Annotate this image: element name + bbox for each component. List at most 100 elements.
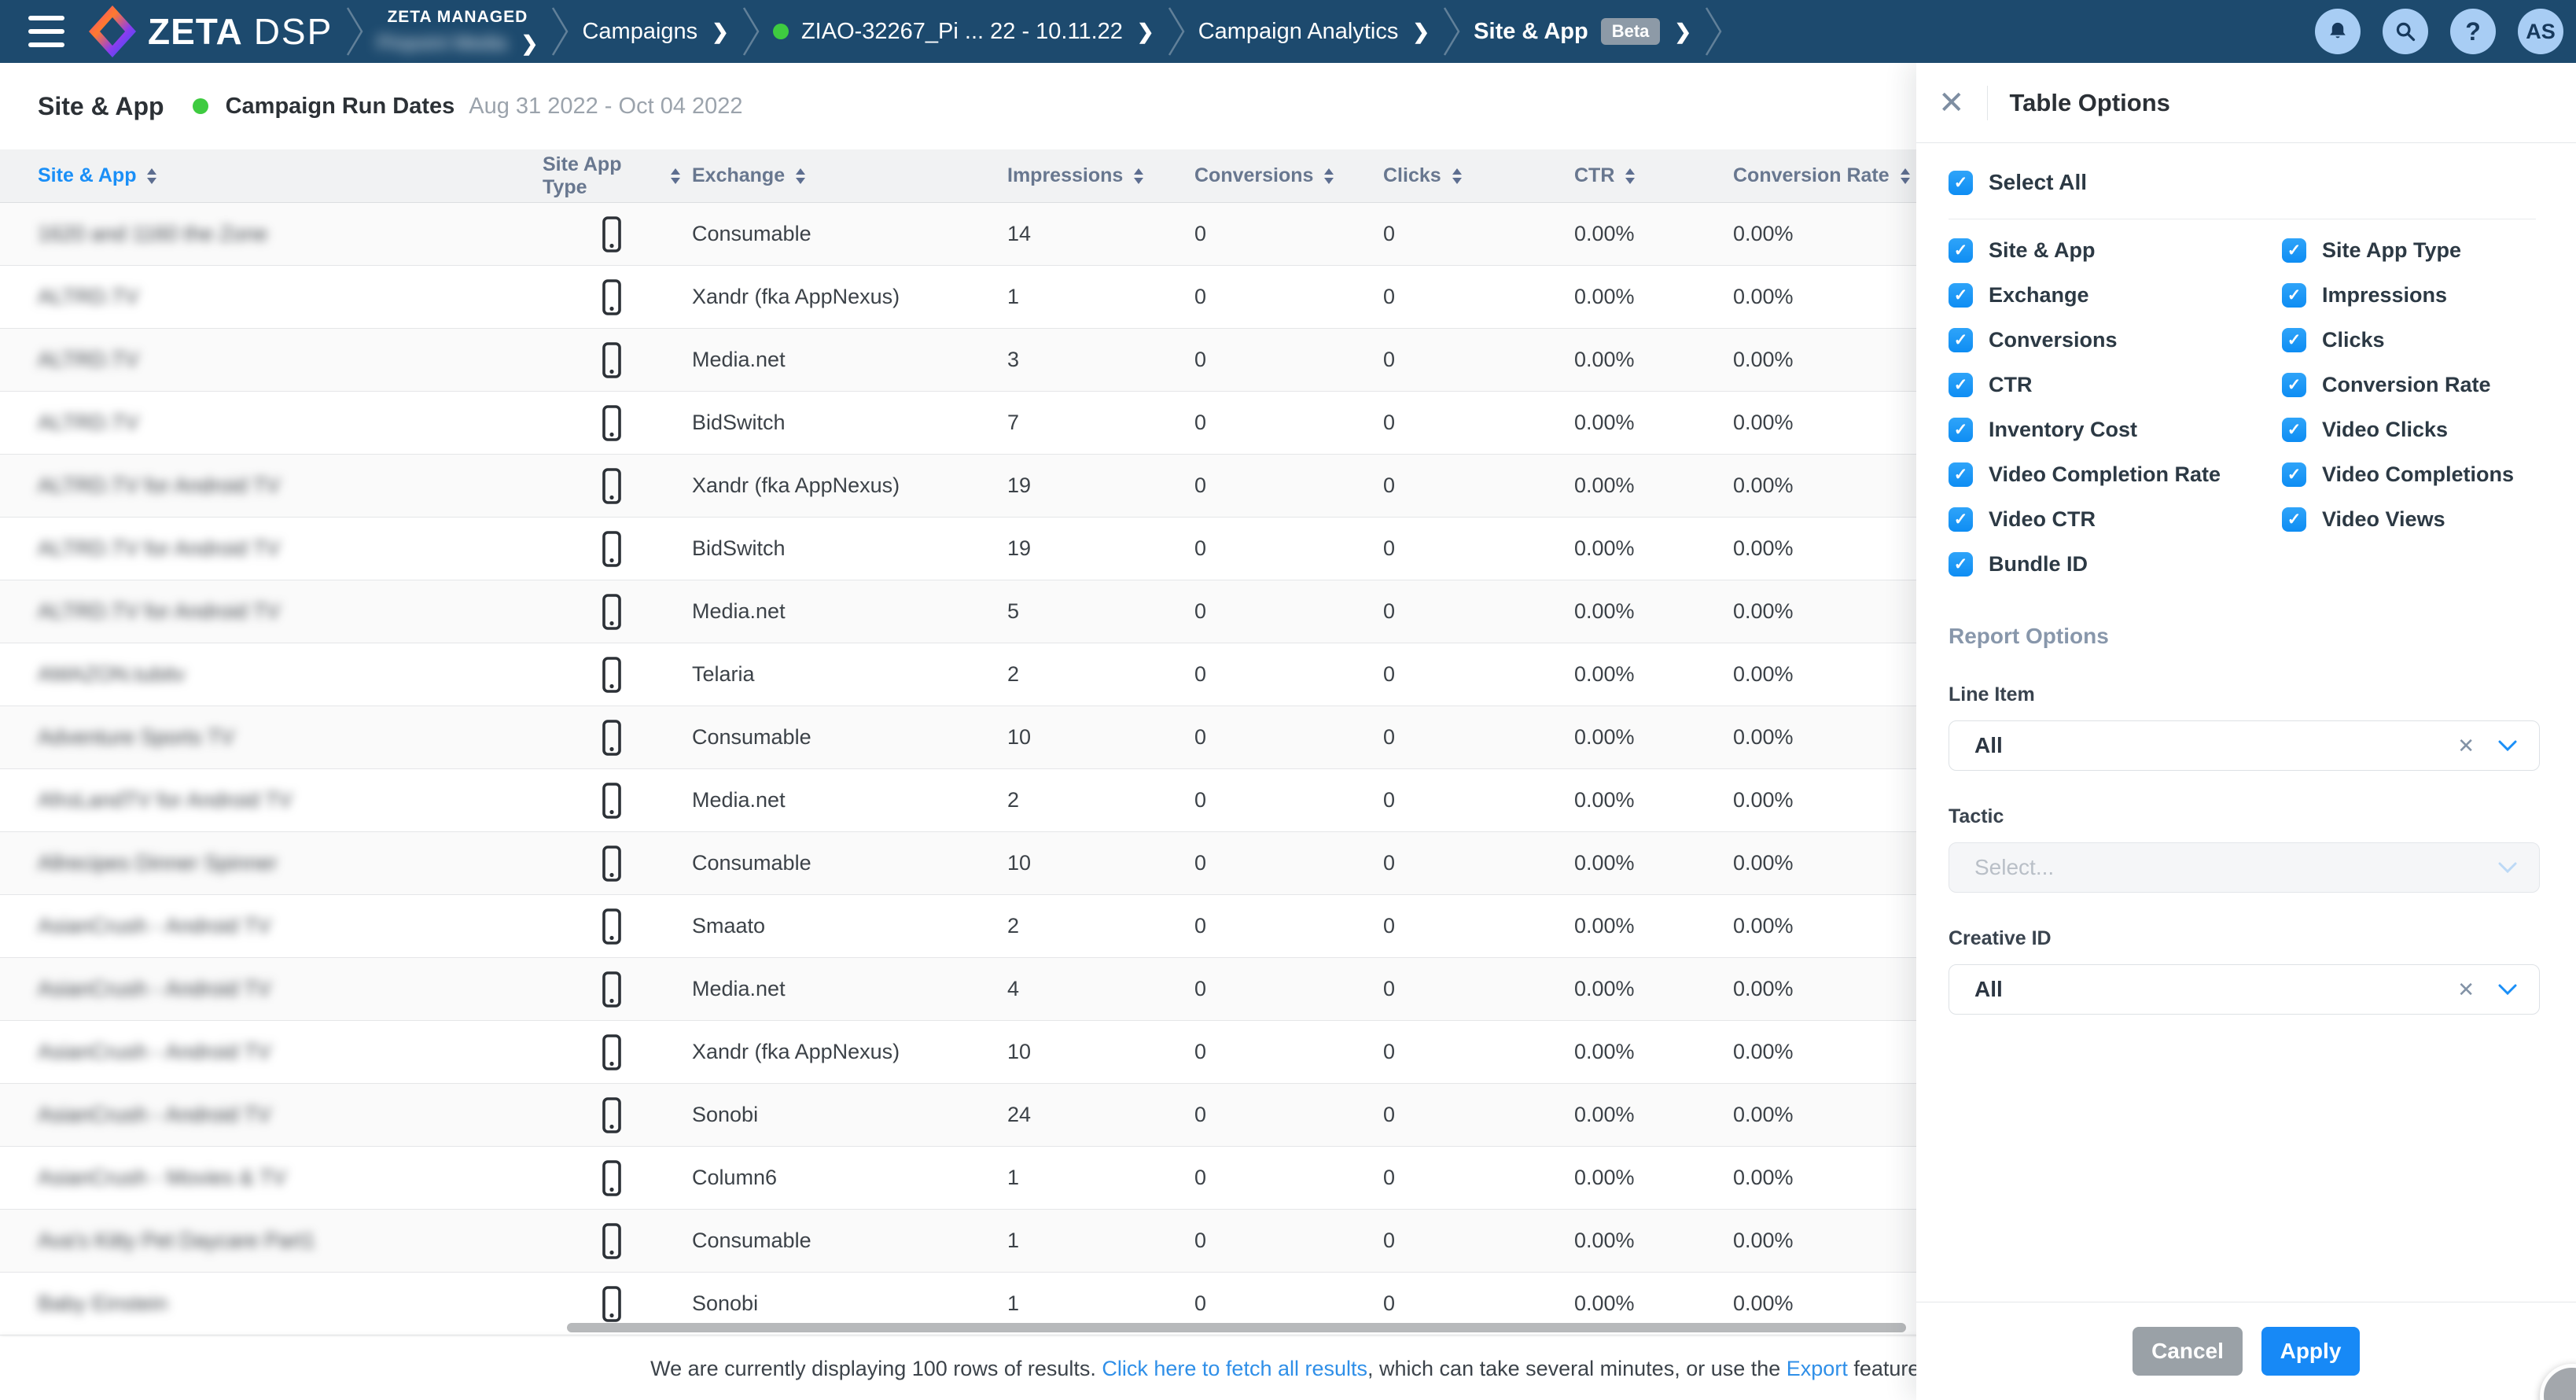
- chevron-right-icon[interactable]: ❯: [1137, 20, 1154, 44]
- column-checkbox[interactable]: ✓ Site App Type: [2282, 238, 2540, 263]
- ctr-cell: 0.00%: [1574, 725, 1733, 750]
- search-button[interactable]: [2383, 9, 2428, 54]
- fetch-all-results-link[interactable]: Click here to fetch all results: [1102, 1357, 1367, 1380]
- cancel-button[interactable]: Cancel: [2133, 1327, 2243, 1376]
- column-checkbox[interactable]: ✓ Bundle ID: [1949, 552, 2282, 577]
- close-icon[interactable]: ✕: [1938, 87, 1965, 119]
- horizontal-scrollbar[interactable]: [567, 1323, 1906, 1332]
- mobile-device-icon: [602, 1222, 622, 1260]
- tactic-label: Tactic: [1949, 805, 2540, 828]
- zeta-dsp-logo[interactable]: ZETA DSP: [88, 5, 333, 58]
- column-checkbox[interactable]: ✓ Video Completions: [2282, 462, 2540, 487]
- panel-footer: Cancel Apply: [1916, 1302, 2576, 1400]
- chevron-down-icon[interactable]: [2498, 862, 2517, 873]
- column-checkbox[interactable]: ✓ Conversion Rate: [2282, 373, 2540, 397]
- site-name-blurred: ALTRD.TV: [38, 348, 139, 371]
- chevron-right-icon[interactable]: ❯: [1412, 20, 1430, 44]
- column-checkbox[interactable]: ✓ Impressions: [2282, 283, 2540, 308]
- clear-icon[interactable]: ✕: [2457, 734, 2475, 758]
- clear-icon[interactable]: ✕: [2457, 978, 2475, 1002]
- column-checkbox[interactable]: ✓ Site & App: [1949, 238, 2282, 263]
- select-all-checkbox[interactable]: ✓ Select All: [1949, 170, 2540, 195]
- notifications-button[interactable]: [2315, 9, 2361, 54]
- chevron-right-icon[interactable]: ❯: [1674, 20, 1691, 44]
- line-item-select[interactable]: All ✕: [1949, 720, 2540, 771]
- checkbox-checked-icon[interactable]: ✓: [1949, 373, 1973, 397]
- site-name-blurred: AfroLandTV for Android TV: [38, 788, 293, 812]
- breadcrumb-campaign-analytics[interactable]: Campaign Analytics ❯: [1198, 19, 1430, 45]
- line-item-field: Line Item All ✕: [1949, 683, 2540, 771]
- chevron-right-icon[interactable]: ❯: [521, 31, 539, 56]
- brand-dsp: DSP: [254, 10, 333, 53]
- exchange-cell: Media.net: [680, 977, 1007, 1001]
- checkbox-checked-icon[interactable]: ✓: [1949, 238, 1973, 263]
- panel-title: Table Options: [2010, 89, 2170, 117]
- checkbox-checked-icon[interactable]: ✓: [1949, 462, 1973, 487]
- checkbox-checked-icon[interactable]: ✓: [1949, 418, 1973, 442]
- column-checkbox[interactable]: ✓ CTR: [1949, 373, 2282, 397]
- breadcrumb-campaigns[interactable]: Campaigns ❯: [582, 19, 728, 45]
- breadcrumb-campaign[interactable]: ZIAO-32267_Pi ... 22 - 10.11.22 ❯: [773, 19, 1154, 45]
- checkbox-checked-icon[interactable]: ✓: [1949, 552, 1973, 577]
- column-checkbox[interactable]: ✓ Video Views: [2282, 507, 2540, 532]
- checkbox-checked-icon[interactable]: ✓: [1949, 283, 1973, 308]
- column-checkbox[interactable]: ✓ Exchange: [1949, 283, 2282, 308]
- hamburger-menu-icon[interactable]: [28, 16, 64, 47]
- checkbox-checked-icon[interactable]: ✓: [1949, 328, 1973, 352]
- column-header-conversions[interactable]: Conversions: [1194, 164, 1383, 187]
- breadcrumb-separator-icon: [1442, 6, 1461, 57]
- checkbox-checked-icon[interactable]: ✓: [1949, 171, 1973, 195]
- column-header-clicks[interactable]: Clicks: [1383, 164, 1574, 187]
- column-header-site-app-type[interactable]: Site App Type: [543, 153, 680, 199]
- impressions-cell: 4: [1007, 977, 1194, 1001]
- mobile-device-icon: [602, 656, 622, 694]
- checkbox-checked-icon[interactable]: ✓: [2282, 418, 2306, 442]
- column-checkbox[interactable]: ✓ Video Completion Rate: [1949, 462, 2282, 487]
- column-checkbox[interactable]: ✓ Inventory Cost: [1949, 418, 2282, 442]
- exchange-cell: Consumable: [680, 725, 1007, 750]
- tactic-field: Tactic Select...: [1949, 805, 2540, 893]
- checkbox-checked-icon[interactable]: ✓: [2282, 238, 2306, 263]
- breadcrumb-site-and-app[interactable]: Site & App Beta ❯: [1474, 18, 1691, 45]
- clicks-cell: 0: [1383, 348, 1574, 372]
- mobile-device-icon: [602, 530, 622, 568]
- conversions-cell: 0: [1194, 1229, 1383, 1253]
- column-header-impressions[interactable]: Impressions: [1007, 164, 1194, 187]
- column-header-ctr[interactable]: CTR: [1574, 164, 1733, 187]
- ctr-cell: 0.00%: [1574, 473, 1733, 498]
- chevron-down-icon[interactable]: [2498, 740, 2517, 751]
- creative-id-select[interactable]: All ✕: [1949, 964, 2540, 1015]
- column-checkbox[interactable]: ✓ Video Clicks: [2282, 418, 2540, 442]
- column-checkbox[interactable]: ✓ Clicks: [2282, 328, 2540, 352]
- apply-button[interactable]: Apply: [2261, 1327, 2360, 1376]
- export-link[interactable]: Export: [1787, 1357, 1848, 1380]
- checkbox-checked-icon[interactable]: ✓: [2282, 373, 2306, 397]
- column-checkbox[interactable]: ✓ Video CTR: [1949, 507, 2282, 532]
- impressions-cell: 5: [1007, 599, 1194, 624]
- impressions-cell: 1: [1007, 1229, 1194, 1253]
- breadcrumb-advertiser[interactable]: ZETA MANAGED Pinpoint Media ❯: [377, 8, 538, 56]
- checkbox-checked-icon[interactable]: ✓: [1949, 507, 1973, 532]
- chevron-down-icon[interactable]: [2498, 984, 2517, 995]
- conversions-cell: 0: [1194, 599, 1383, 624]
- column-header-exchange[interactable]: Exchange: [680, 164, 1007, 187]
- mobile-device-icon: [602, 404, 622, 442]
- panel-header: ✕ Table Options: [1916, 63, 2576, 143]
- checkbox-checked-icon[interactable]: ✓: [2282, 462, 2306, 487]
- column-header-site-app[interactable]: Site & App: [0, 164, 543, 187]
- ctr-cell: 0.00%: [1574, 1040, 1733, 1064]
- checkbox-checked-icon[interactable]: ✓: [2282, 283, 2306, 308]
- sort-arrows-icon: [796, 168, 805, 184]
- chevron-right-icon[interactable]: ❯: [712, 20, 729, 44]
- checkbox-checked-icon[interactable]: ✓: [2282, 328, 2306, 352]
- clicks-cell: 0: [1383, 725, 1574, 750]
- avatar-initials: AS: [2526, 20, 2556, 44]
- mobile-device-icon: [602, 845, 622, 882]
- column-checkbox[interactable]: ✓ Conversions: [1949, 328, 2282, 352]
- help-button[interactable]: ?: [2450, 9, 2496, 54]
- bell-icon: [2327, 20, 2349, 42]
- checkbox-checked-icon[interactable]: ✓: [2282, 507, 2306, 532]
- breadcrumb-separator-icon: [742, 6, 760, 57]
- user-avatar[interactable]: AS: [2518, 9, 2563, 54]
- tactic-select[interactable]: Select...: [1949, 842, 2540, 893]
